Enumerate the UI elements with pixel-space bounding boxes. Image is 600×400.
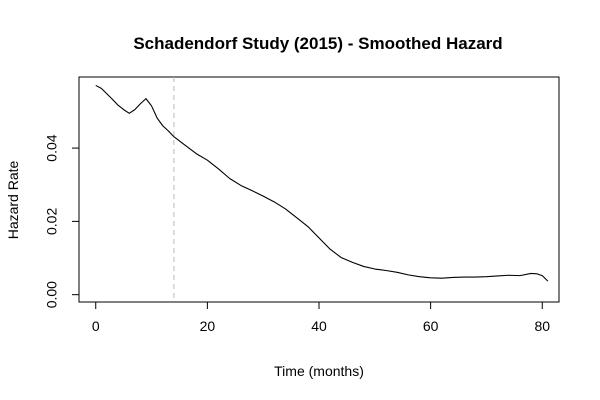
y-tick-label: 0.02 bbox=[44, 208, 60, 235]
y-tick-label: 0.00 bbox=[44, 281, 60, 308]
x-tick-label: 60 bbox=[423, 318, 439, 334]
x-axis-title: Time (months) bbox=[274, 363, 364, 379]
y-axis-title: Hazard Rate bbox=[5, 160, 21, 239]
x-tick-label: 20 bbox=[200, 318, 216, 334]
y-tick-label: 0.04 bbox=[44, 134, 60, 161]
hazard-line bbox=[95, 84, 549, 282]
x-tick-label: 40 bbox=[311, 318, 327, 334]
x-tick-label: 80 bbox=[534, 318, 550, 334]
y-axis: 0.00 0.02 0.04 bbox=[44, 134, 80, 308]
plot-frame bbox=[78, 76, 560, 303]
chart-title: Schadendorf Study (2015) - Smoothed Haza… bbox=[133, 34, 502, 53]
x-axis: 0 20 40 60 80 bbox=[92, 301, 550, 334]
x-tick-label: 0 bbox=[92, 318, 100, 334]
